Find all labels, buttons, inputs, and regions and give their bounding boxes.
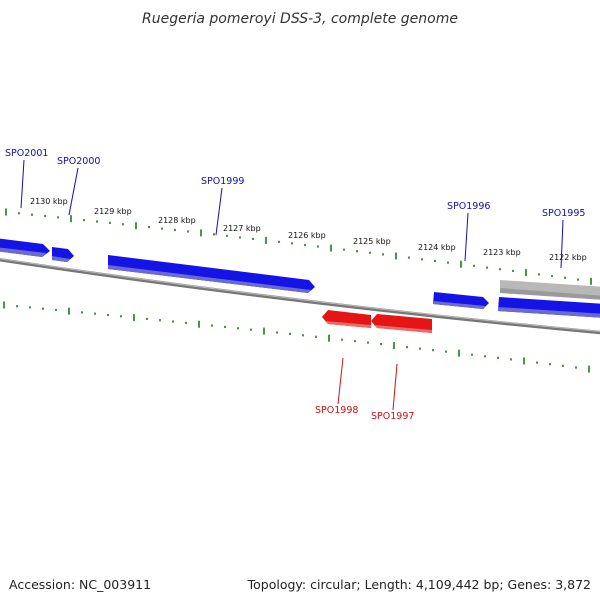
callout-line-spo1998 bbox=[337, 357, 344, 405]
reverse-genes bbox=[322, 310, 432, 333]
topology-text: Topology: circular; Length: 4,109,442 bp… bbox=[247, 577, 591, 592]
kbp-label: 2127 kbp bbox=[223, 224, 261, 233]
gene-arrow-spo1996-shade bbox=[433, 301, 486, 309]
gene-arrow-spo1997-shade bbox=[374, 325, 432, 333]
gene-label-spo1996[interactable]: SPO1996 bbox=[447, 201, 490, 212]
map-title: Ruegeria pomeroyi DSS-3, complete genome bbox=[142, 11, 458, 27]
gene-labels: SPO2001 SPO2000 SPO1999 SPO1996 SPO1995 … bbox=[5, 148, 585, 422]
gene-label-spo1995[interactable]: SPO1995 bbox=[542, 208, 585, 219]
accession-text: Accession: NC_003911 bbox=[9, 577, 152, 592]
callout-line-spo2000 bbox=[68, 167, 79, 216]
callout-line-spo1999 bbox=[215, 187, 223, 236]
kbp-label: 2126 kbp bbox=[288, 231, 326, 240]
gene-label-spo2001[interactable]: SPO2001 bbox=[5, 148, 48, 159]
kbp-label: 2128 kbp bbox=[158, 216, 196, 225]
callout-line-spo1997 bbox=[392, 363, 398, 411]
gene-callouts bbox=[20, 159, 564, 411]
callout-line-spo1995 bbox=[560, 219, 564, 269]
gene-label-spo1999[interactable]: SPO1999 bbox=[201, 176, 244, 187]
gene-arrow-spo1999[interactable] bbox=[108, 255, 315, 293]
kbp-label: 2125 kbp bbox=[353, 237, 391, 246]
gene-arrow-other-shade bbox=[500, 288, 600, 300]
gene-label-spo1998[interactable]: SPO1998 bbox=[315, 405, 358, 416]
genome-backbone-highlight bbox=[0, 258, 600, 333]
gene-label-spo2000[interactable]: SPO2000 bbox=[57, 156, 100, 167]
callout-line-spo2001 bbox=[20, 159, 25, 209]
callout-line-spo1996 bbox=[464, 212, 469, 262]
forward-genes bbox=[0, 238, 600, 318]
kbp-label: 2123 kbp bbox=[483, 248, 521, 257]
tick-row-reverse bbox=[3, 301, 590, 373]
kbp-label: 2124 kbp bbox=[418, 243, 456, 252]
kbp-label: 2122 kbp bbox=[549, 253, 587, 262]
genome-backbone bbox=[0, 257, 600, 335]
gene-arrow-spo1998-shade bbox=[325, 321, 371, 328]
gene-arrow-spo2001-shade bbox=[0, 247, 46, 257]
kbp-labels: 2130 kbp 2129 kbp 2128 kbp 2127 kbp 2126… bbox=[30, 197, 587, 262]
kbp-label: 2129 kbp bbox=[94, 207, 132, 216]
gene-arrow-spo2000-shade bbox=[52, 256, 70, 262]
kbp-label: 2130 kbp bbox=[30, 197, 68, 206]
gene-arrow-spo1995-shade bbox=[498, 307, 600, 318]
gene-label-spo1997[interactable]: SPO1997 bbox=[371, 411, 414, 422]
tick-row-forward bbox=[5, 208, 592, 285]
gene-arrow-spo1999-shade bbox=[108, 265, 311, 293]
